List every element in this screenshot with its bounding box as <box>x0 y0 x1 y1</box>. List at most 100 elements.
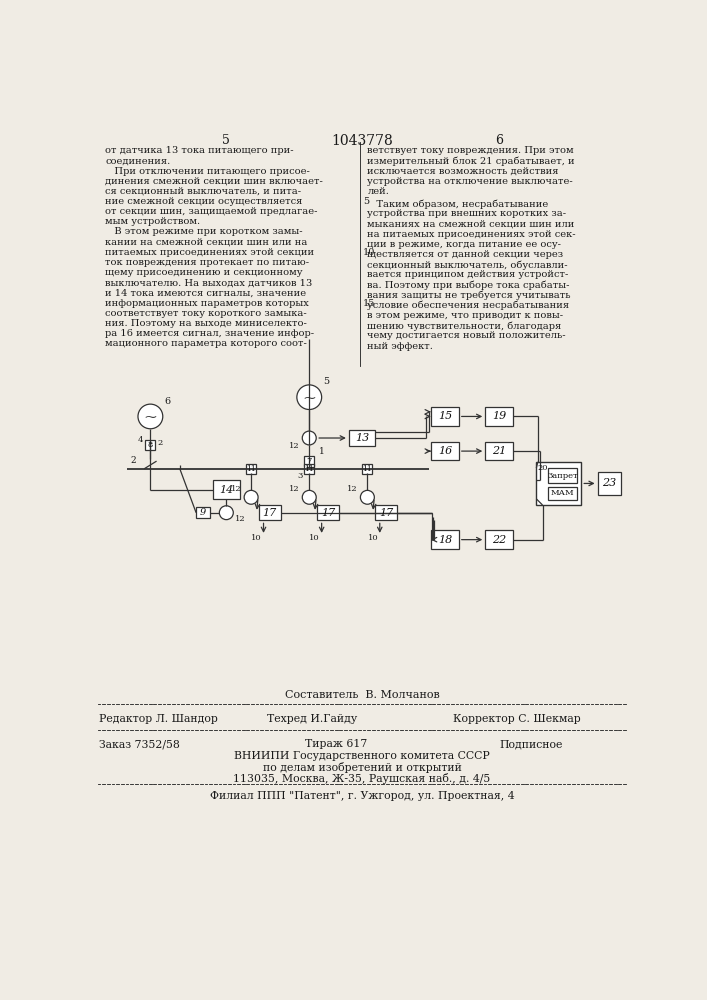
Text: 17: 17 <box>262 508 277 518</box>
Text: ществляется от данной секции через: ществляется от данной секции через <box>368 250 563 259</box>
Text: 12: 12 <box>235 515 245 523</box>
Text: питаемых присоединениях этой секции: питаемых присоединениях этой секции <box>105 248 315 257</box>
Text: устройства при внешних коротких за-: устройства при внешних коротких за- <box>368 209 566 218</box>
Bar <box>548 487 578 500</box>
Text: устройства на отключение выключате-: устройства на отключение выключате- <box>368 177 573 186</box>
Text: Подписное: Подписное <box>499 739 563 749</box>
Bar <box>548 468 578 483</box>
Circle shape <box>219 506 233 520</box>
Text: 10: 10 <box>310 534 320 542</box>
Circle shape <box>297 385 322 410</box>
Text: 15: 15 <box>363 299 375 308</box>
Bar <box>431 442 459 460</box>
Text: 23: 23 <box>602 478 617 488</box>
Text: 113035, Москва, Ж-35, Раушская наб., д. 4/5: 113035, Москва, Ж-35, Раушская наб., д. … <box>233 773 491 784</box>
Text: 3: 3 <box>297 472 303 480</box>
Text: 18: 18 <box>438 535 452 545</box>
Text: от датчика 13 тока питающего при-: от датчика 13 тока питающего при- <box>105 146 294 155</box>
Text: секционный выключатель, обуславли-: секционный выключатель, обуславли- <box>368 260 568 270</box>
Text: 22: 22 <box>492 535 506 545</box>
Text: Филиал ППП "Патент", г. Ужгород, ул. Проектная, 4: Филиал ППП "Патент", г. Ужгород, ул. Про… <box>210 791 514 801</box>
Text: 6: 6 <box>495 134 503 147</box>
Text: ся секционный выключатель, и пита-: ся секционный выключатель, и пита- <box>105 187 302 196</box>
Text: соответствует току короткого замыка-: соответствует току короткого замыка- <box>105 309 307 318</box>
Text: на питаемых присоединениях этой сек-: на питаемых присоединениях этой сек- <box>368 230 576 239</box>
Text: Запрет: Запрет <box>547 472 578 480</box>
Text: МАМ: МАМ <box>551 489 575 497</box>
Text: 2: 2 <box>158 439 163 447</box>
Bar <box>246 464 256 474</box>
Text: 13: 13 <box>355 433 369 443</box>
Text: 5: 5 <box>323 377 329 386</box>
Circle shape <box>303 490 316 504</box>
Text: 9: 9 <box>200 508 206 517</box>
Text: кании на смежной секции шин или на: кании на смежной секции шин или на <box>105 238 308 247</box>
Text: Тираж 617: Тираж 617 <box>305 739 368 749</box>
Text: выключателю. На выходах датчиков 13: выключателю. На выходах датчиков 13 <box>105 278 312 287</box>
Text: ветствует току повреждения. При этом: ветствует току повреждения. При этом <box>368 146 574 155</box>
Text: ния. Поэтому на выходе миниселекто-: ния. Поэтому на выходе миниселекто- <box>105 319 308 328</box>
Text: 1043778: 1043778 <box>331 134 393 148</box>
Text: 4: 4 <box>138 436 144 444</box>
Text: 8: 8 <box>148 441 153 449</box>
Bar <box>317 505 339 520</box>
Text: Техред И.Гайду: Техред И.Гайду <box>267 714 357 724</box>
Text: динения смежной секции шин включает-: динения смежной секции шин включает- <box>105 177 323 186</box>
Text: 16: 16 <box>438 446 452 456</box>
Text: мыканиях на смежной секции шин или: мыканиях на смежной секции шин или <box>368 220 575 229</box>
Text: от секции шин, защищаемой предлагае-: от секции шин, защищаемой предлагае- <box>105 207 318 216</box>
Text: 2: 2 <box>131 456 136 465</box>
Text: 11: 11 <box>305 465 314 473</box>
Text: измерительный блок 21 срабатывает, и: измерительный блок 21 срабатывает, и <box>368 156 575 166</box>
Text: При отключении питающего присое-: При отключении питающего присое- <box>105 167 310 176</box>
Text: 12: 12 <box>289 442 300 450</box>
Bar <box>537 462 581 505</box>
Text: 1: 1 <box>319 447 325 456</box>
Text: ВНИИПИ Государственного комитета СССР: ВНИИПИ Государственного комитета СССР <box>234 751 490 761</box>
Text: 11: 11 <box>363 465 373 473</box>
Text: в этом режиме, что приводит к повы-: в этом режиме, что приводит к повы- <box>368 311 563 320</box>
Text: исключается возможность действия: исключается возможность действия <box>368 167 559 176</box>
Text: соединения.: соединения. <box>105 156 170 165</box>
Text: ции в режиме, когда питание ее осу-: ции в режиме, когда питание ее осу- <box>368 240 561 249</box>
Text: щему присоединению и секционному: щему присоединению и секционному <box>105 268 303 277</box>
Text: ва. Поэтому при выборе тока срабаты-: ва. Поэтому при выборе тока срабаты- <box>368 281 570 290</box>
Text: вается принципом действия устройст-: вается принципом действия устройст- <box>368 270 568 279</box>
Text: Редактор Л. Шандор: Редактор Л. Шандор <box>99 714 218 724</box>
Bar <box>146 440 156 450</box>
Circle shape <box>244 490 258 504</box>
Text: мационного параметра которого соот-: мационного параметра которого соот- <box>105 339 308 348</box>
Text: В этом режиме при коротком замы-: В этом режиме при коротком замы- <box>105 227 303 236</box>
Text: 10: 10 <box>368 534 378 542</box>
Bar <box>304 464 315 474</box>
Text: Составитель  В. Молчанов: Составитель В. Молчанов <box>285 690 439 700</box>
Text: Таким образом, несрабатывание: Таким образом, несрабатывание <box>368 199 549 209</box>
Text: 19: 19 <box>492 411 506 421</box>
Circle shape <box>361 490 374 504</box>
Text: ~: ~ <box>303 389 316 406</box>
Circle shape <box>303 431 316 445</box>
Text: по делам изобретений и открытий: по делам изобретений и открытий <box>262 762 462 773</box>
Text: 12: 12 <box>289 485 300 493</box>
Text: и 14 тока имеются сигналы, значение: и 14 тока имеются сигналы, значение <box>105 288 307 297</box>
Text: 10: 10 <box>252 534 262 542</box>
Bar <box>259 505 281 520</box>
Text: 20: 20 <box>538 464 549 472</box>
Bar <box>485 407 513 426</box>
Text: 5: 5 <box>363 197 369 206</box>
Text: ток повреждения протекает по питаю-: ток повреждения протекает по питаю- <box>105 258 310 267</box>
Bar <box>349 430 375 446</box>
Text: 17: 17 <box>321 508 335 518</box>
Circle shape <box>138 404 163 429</box>
Text: 17: 17 <box>379 508 393 518</box>
Text: ние смежной секции осуществляется: ние смежной секции осуществляется <box>105 197 303 206</box>
Text: 6: 6 <box>164 397 170 406</box>
Text: 15: 15 <box>438 411 452 421</box>
Text: 14: 14 <box>219 485 233 495</box>
Bar <box>485 530 513 549</box>
Text: лей.: лей. <box>368 187 390 196</box>
Text: ный эффект.: ный эффект. <box>368 342 433 351</box>
Bar <box>213 480 240 499</box>
Text: 21: 21 <box>492 446 506 456</box>
Text: 7: 7 <box>307 457 312 465</box>
